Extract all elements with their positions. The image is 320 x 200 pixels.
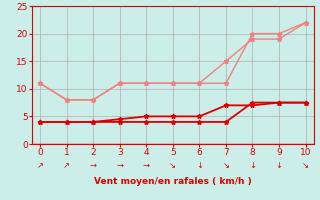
Text: ↓: ↓ (249, 161, 256, 170)
Text: ↓: ↓ (196, 161, 203, 170)
Text: ↗: ↗ (36, 161, 44, 170)
Text: →: → (90, 161, 97, 170)
Text: →: → (143, 161, 150, 170)
Text: ↘: ↘ (302, 161, 309, 170)
Text: ↘: ↘ (222, 161, 229, 170)
Text: ↘: ↘ (169, 161, 176, 170)
Text: ↓: ↓ (276, 161, 283, 170)
Text: ↗: ↗ (63, 161, 70, 170)
Text: →: → (116, 161, 123, 170)
X-axis label: Vent moyen/en rafales ( km/h ): Vent moyen/en rafales ( km/h ) (94, 177, 252, 186)
